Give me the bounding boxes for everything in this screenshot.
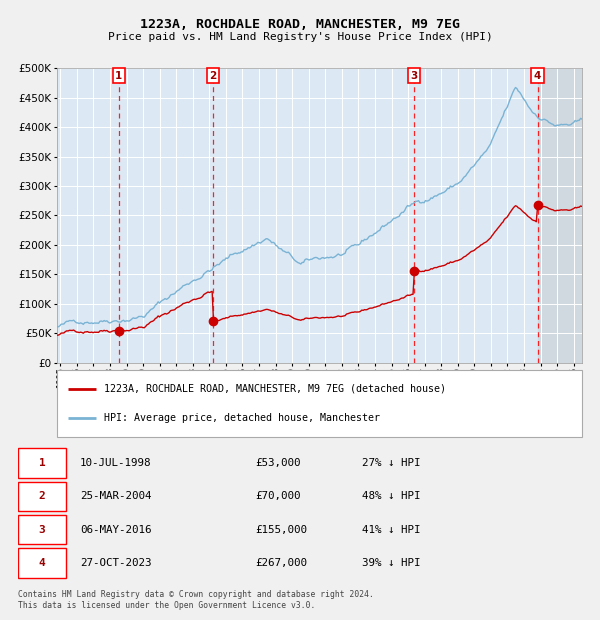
Text: 4: 4 [534,71,541,81]
FancyBboxPatch shape [18,548,66,578]
Text: 39% ↓ HPI: 39% ↓ HPI [362,558,421,568]
Bar [538,68,582,363]
Text: 1223A, ROCHDALE ROAD, MANCHESTER, M9 7EG (detached house): 1223A, ROCHDALE ROAD, MANCHESTER, M9 7EG… [104,384,446,394]
FancyBboxPatch shape [18,515,66,544]
Bar [538,68,582,363]
Text: HPI: Average price, detached house, Manchester: HPI: Average price, detached house, Manc… [104,414,380,423]
Text: £53,000: £53,000 [255,458,301,468]
Text: Contains HM Land Registry data © Crown copyright and database right 2024.
This d: Contains HM Land Registry data © Crown c… [18,590,374,610]
Text: 27-OCT-2023: 27-OCT-2023 [80,558,152,568]
Bar [57,68,538,363]
Text: 3: 3 [410,71,418,81]
Text: 1: 1 [38,458,46,468]
FancyBboxPatch shape [18,482,66,511]
Text: 3: 3 [38,525,46,534]
Text: 1: 1 [115,71,122,81]
FancyBboxPatch shape [18,448,66,478]
Text: Price paid vs. HM Land Registry's House Price Index (HPI): Price paid vs. HM Land Registry's House … [107,32,493,42]
Text: £70,000: £70,000 [255,492,301,502]
Text: £155,000: £155,000 [255,525,307,534]
Text: 1223A, ROCHDALE ROAD, MANCHESTER, M9 7EG: 1223A, ROCHDALE ROAD, MANCHESTER, M9 7EG [140,19,460,31]
Text: 27% ↓ HPI: 27% ↓ HPI [362,458,421,468]
Text: 48% ↓ HPI: 48% ↓ HPI [362,492,421,502]
Text: 41% ↓ HPI: 41% ↓ HPI [362,525,421,534]
Text: 10-JUL-1998: 10-JUL-1998 [80,458,152,468]
Text: 4: 4 [38,558,46,568]
Text: £267,000: £267,000 [255,558,307,568]
Text: 06-MAY-2016: 06-MAY-2016 [80,525,152,534]
Text: 2: 2 [209,71,217,81]
FancyBboxPatch shape [57,370,582,437]
Text: 2: 2 [38,492,46,502]
Text: 25-MAR-2004: 25-MAR-2004 [80,492,152,502]
